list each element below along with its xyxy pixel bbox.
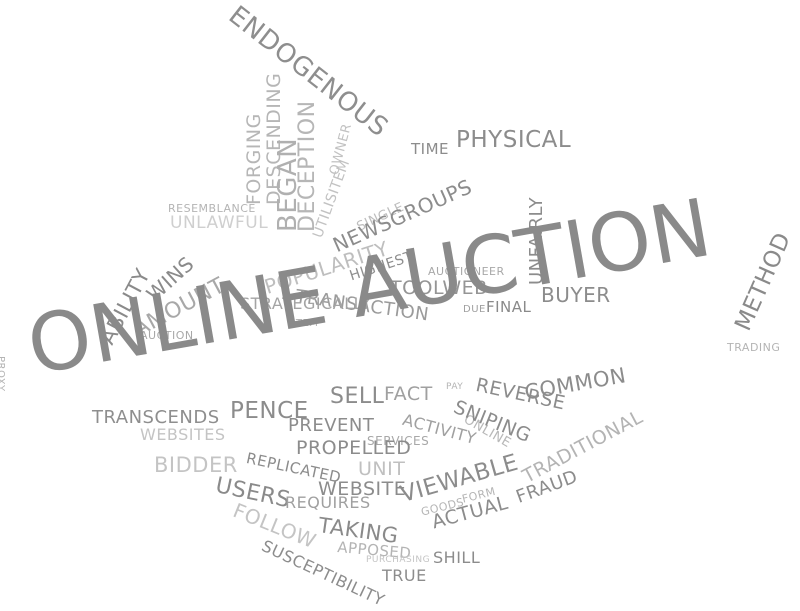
word-fact: FACT (384, 383, 433, 405)
word-pence: PENCE (230, 398, 309, 424)
word-time: TIME (411, 140, 450, 158)
word-due: DUE (463, 304, 486, 315)
word-method: METHOD (730, 228, 797, 335)
word-websites: WEBSITES (140, 425, 226, 444)
word-strategically: STRATEGICALLY (240, 294, 372, 313)
word-pay: PAY (446, 382, 464, 392)
word-requires: REQUIRES (285, 493, 371, 512)
word-forging: FORGING (243, 113, 265, 205)
word-toolweb: TOOLWEB (390, 277, 488, 299)
word-propelled: PROPELLED (296, 437, 412, 459)
word-stem: STEM (289, 318, 319, 329)
word-resemblance: RESEMBLANCE (168, 202, 256, 215)
word-sell: SELL (330, 384, 385, 409)
word-auction-small: AUCTION (140, 329, 194, 342)
word-physical: PHYSICAL (456, 127, 572, 153)
word-bidder: BIDDER (154, 453, 238, 477)
word-transcends: TRANSCENDS (92, 407, 220, 428)
word-traditional: TRADITIONAL (519, 405, 647, 488)
word-unlawful: UNLAWFUL (170, 213, 269, 233)
word-website: WEBSITE (318, 478, 407, 500)
word-purchasing: PURCHASING (366, 555, 431, 565)
word-unit: UNIT (358, 458, 406, 480)
word-auctioneer: AUCTIONEER (428, 265, 505, 278)
word-prevent: PREVENT (288, 415, 375, 436)
word-true: TRUE (382, 566, 427, 585)
word-proxy: PROXY (0, 356, 6, 392)
word-buyer: BUYER (541, 283, 611, 307)
word-trading: TRADING (727, 341, 781, 354)
word-deception: DECEPTION (295, 100, 320, 232)
word-final: FINAL (486, 298, 532, 316)
word-services: SERVICES (367, 434, 430, 448)
word-shill: SHILL (433, 548, 481, 567)
